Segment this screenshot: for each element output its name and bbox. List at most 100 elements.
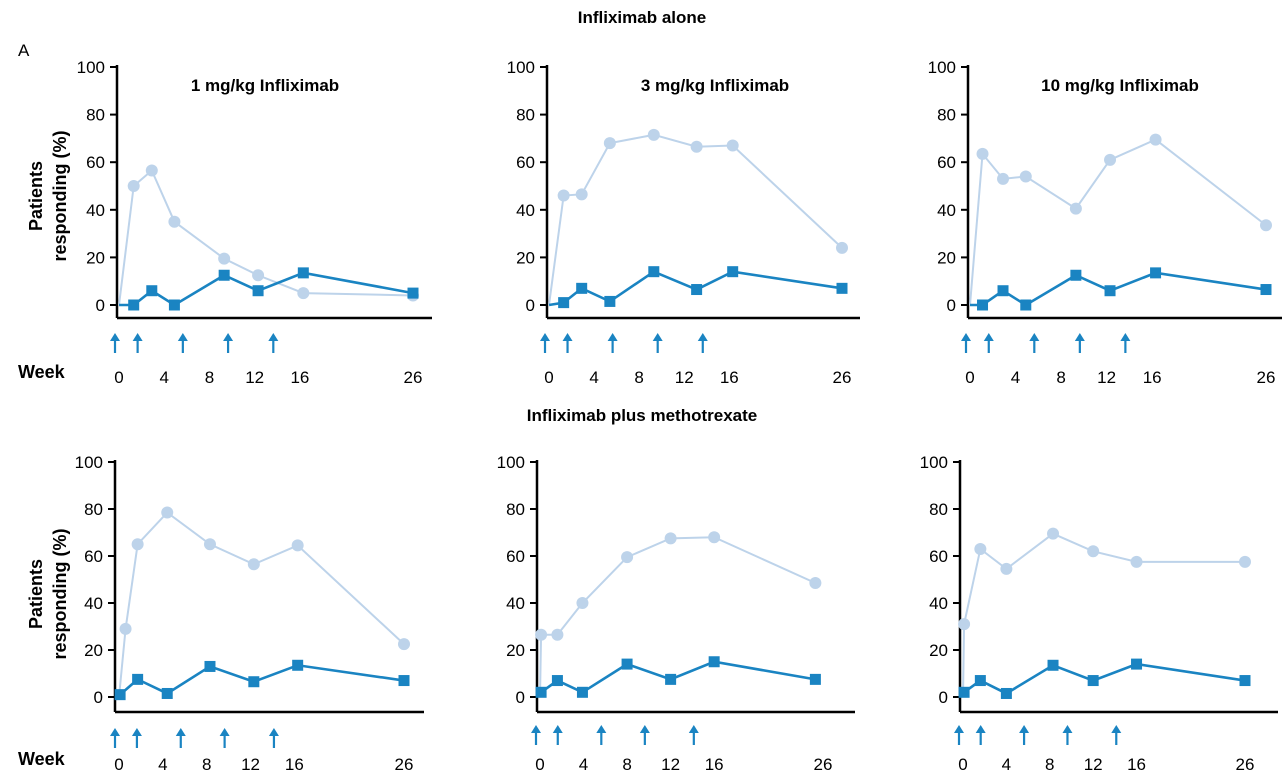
data-point-square [168,299,180,311]
chart-panel-6: 0 20 40 60 80 100 0 4 8 12 16 26 [920,453,1278,774]
data-point-square [648,266,660,278]
dose-arrow [596,725,607,745]
dose-arrow [652,333,663,353]
data-point-circle [557,189,570,202]
data-point-square [161,687,173,699]
dose-arrow [639,725,650,745]
data-point-circle [1000,562,1013,575]
y-tick-label: 80 [84,500,103,519]
chart-panel-5: 0 20 40 60 80 100 0 4 8 12 16 26 [497,453,855,774]
x-tick-label: 26 [833,368,852,387]
dose-arrow [531,725,541,745]
y-tick-label: 20 [516,248,535,267]
series-line-circle [118,511,405,698]
data-point-circle [621,551,634,564]
data-point-square [727,266,739,278]
data-point-square [204,660,216,672]
x-tick-label: 8 [202,755,211,774]
dose-arrow [1120,333,1131,353]
y-tick-label: 40 [937,201,956,220]
data-point-square [977,299,989,311]
data-point-circle [974,542,987,555]
data-point-circle [576,597,589,609]
data-point-circle [726,139,739,152]
data-point-circle [131,538,144,551]
data-point-square [1020,299,1032,311]
chart-panel-4: 0 20 40 60 80 100 0 4 8 12 16 26 [75,453,424,774]
data-point-square [535,686,547,698]
data-point-circle [252,269,265,282]
data-point-circle [535,628,548,641]
data-point-circle [551,628,564,641]
y-tick-label: 20 [937,248,956,267]
data-point-square [1131,658,1143,670]
x-tick-label: 0 [958,755,967,774]
data-point-circle [690,140,703,153]
dose-arrow [961,333,971,353]
y-tick-label: 40 [506,594,525,613]
panel-label: A [18,41,30,60]
x-tick-label: 26 [395,755,414,774]
data-point-square [708,656,720,668]
x-tick-label: 12 [1097,368,1116,387]
y-tick-label: 40 [86,201,105,220]
dose-arrow [1074,333,1085,353]
dose-arrow [268,728,279,748]
dose-arrow [975,725,986,745]
data-point-square [128,299,140,311]
chart-title: 10 mg/kg Infliximab [1041,76,1199,95]
x-tick-label: 12 [675,368,694,387]
data-point-circle [1130,555,1143,568]
data-point-square [997,285,1009,297]
x-tick-label: 4 [589,368,598,387]
chart-title: 1 mg/kg Infliximab [191,76,339,95]
x-tick-label: 12 [241,755,260,774]
data-point-circle [1260,219,1272,232]
data-point-circle [958,618,971,631]
x-tick-label: 12 [661,755,680,774]
data-point-circle [647,128,660,141]
y-tick-label: 40 [929,594,948,613]
dose-arrow [1062,725,1073,745]
dose-arrow [540,333,550,353]
x-tick-label: 0 [535,755,544,774]
data-point-circle [1087,545,1100,558]
dose-arrow [697,333,708,353]
dose-arrow [562,333,573,353]
x-tick-label: 4 [159,368,168,387]
data-point-square [398,675,410,687]
dose-arrow [132,333,143,353]
row-title-infliximab-alone: Infliximab alone [577,8,707,27]
data-point-square [576,282,588,294]
data-point-circle [1019,170,1032,183]
dose-arrow [1019,725,1030,745]
data-point-square [1150,267,1162,279]
x-tick-label: 8 [205,368,214,387]
data-point-circle [1149,133,1162,146]
chart-panel-1: 0 20 40 60 80 100 0 4 8 12 16 26 1 mg/kg Infliximab [77,58,432,387]
data-point-circle [291,539,304,552]
series-line-circle [548,133,843,306]
data-point-circle [976,147,989,160]
data-point-circle [203,538,216,551]
data-point-circle [1104,153,1117,166]
data-point-square [836,282,848,294]
y-tick-label: 40 [84,594,103,613]
data-point-circle [127,180,140,192]
dose-arrow [688,725,699,745]
dose-arrow [131,728,142,748]
series-line-square [970,271,1267,307]
y-tick-label: 80 [506,500,525,519]
x-tick-label: 26 [1257,368,1276,387]
data-point-square [114,689,126,701]
y-tick-label: 40 [516,201,535,220]
x-tick-label: 0 [965,368,974,387]
data-point-circle [119,622,132,635]
y-tick-label: 100 [77,58,105,77]
x-tick-label: 12 [1084,755,1103,774]
dose-arrow [1111,725,1122,745]
series-line-circle [969,138,1267,306]
data-point-circle [1047,527,1060,540]
data-point-square [1000,687,1012,699]
